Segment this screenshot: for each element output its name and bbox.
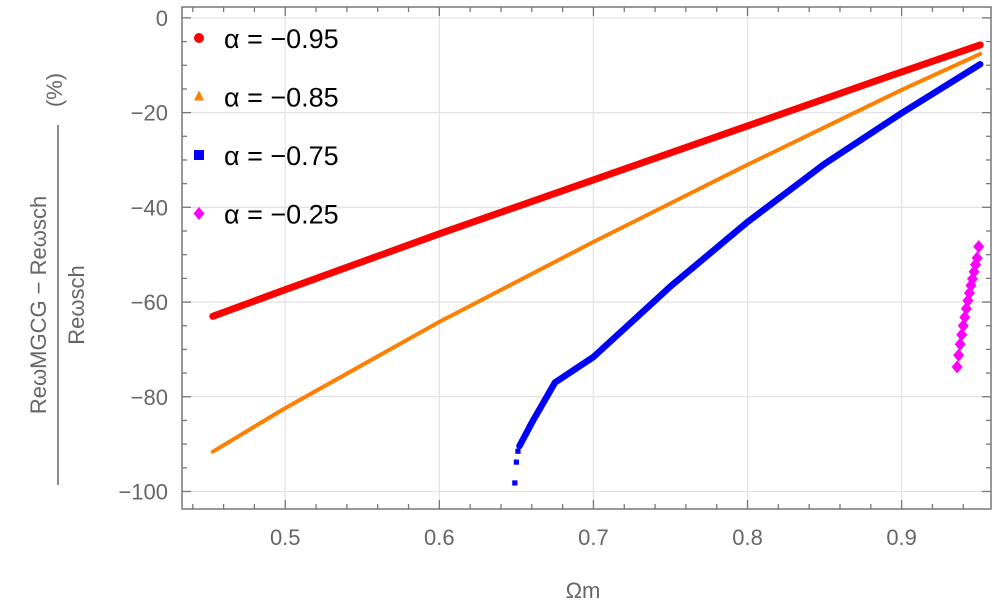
x-tick-label: 0.8: [732, 525, 763, 550]
data-point: [957, 319, 969, 333]
data-layer: [209, 41, 985, 486]
data-point: [956, 328, 968, 342]
legend-label: α = −0.95: [224, 24, 339, 54]
series-4: [951, 240, 985, 374]
data-point: [954, 337, 966, 351]
x-tick-label: 0.9: [886, 525, 917, 550]
y-label-numerator: ReωMGCG − Reωsch: [26, 196, 51, 414]
legend-label: α = −0.75: [224, 141, 339, 171]
y-tick-label: −80: [131, 385, 168, 410]
legend: α = −0.95 α = −0.85 α = −0.75 α = −0.25: [193, 24, 339, 230]
legend-marker: [194, 90, 204, 101]
x-tick-label: 0.5: [270, 525, 301, 550]
legend-label: α = −0.25: [224, 200, 339, 230]
series-2: [210, 51, 983, 454]
y-tick-label: −40: [131, 195, 168, 220]
series-line: [210, 51, 983, 454]
legend-label: α = −0.85: [224, 83, 339, 113]
series-line: [516, 61, 984, 450]
legend-marker: [194, 33, 204, 43]
legend-marker: [193, 207, 205, 220]
data-point: [971, 251, 983, 265]
y-tick-label: −100: [118, 479, 168, 504]
series-3: [512, 61, 984, 486]
series-1: [209, 41, 984, 320]
y-tick-label: −60: [131, 290, 168, 315]
data-point: [953, 348, 965, 362]
x-tick-label: 0.6: [424, 525, 455, 550]
x-tick-label: 0.7: [578, 525, 609, 550]
data-point: [973, 240, 985, 254]
data-point: [515, 448, 521, 454]
data-point: [512, 480, 518, 486]
y-axis-label: ReωMGCG − Reωsch Reωsch (%): [26, 73, 89, 485]
y-tick-label: 0: [156, 6, 168, 31]
series-line: [209, 41, 984, 320]
y-label-denominator: Reωsch: [64, 265, 89, 345]
axis-labels: Ωm ReωMGCG − Reωsch Reωsch (%): [26, 73, 600, 603]
y-label-unit: (%): [42, 73, 67, 107]
grid: [182, 7, 991, 509]
data-point: [959, 310, 971, 324]
data-point: [513, 459, 519, 465]
axes: 0.5 0.6 0.7 0.8 0.9 0 −20 −40 −60 −80 −100: [118, 6, 992, 550]
legend-marker: [194, 150, 204, 160]
data-point: [951, 360, 963, 374]
x-axis-label: Ωm: [566, 578, 601, 603]
plot-frame: [181, 6, 992, 510]
y-tick-label: −20: [131, 101, 168, 126]
